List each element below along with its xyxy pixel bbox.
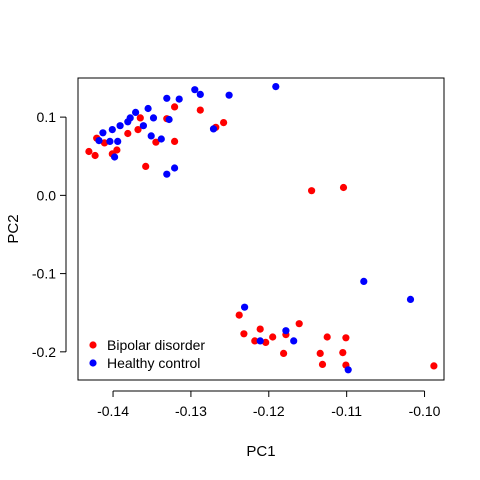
healthy-point-2 <box>106 137 114 145</box>
healthy-point-27 <box>282 327 290 335</box>
bipolar-point-29 <box>318 360 327 368</box>
healthy-point-1 <box>99 129 107 137</box>
healthy-point-12 <box>147 132 155 140</box>
healthy-point-9 <box>132 108 140 116</box>
bipolar-point-10 <box>152 138 160 146</box>
healthy-point-14 <box>157 135 165 143</box>
healthy-point-13 <box>149 114 158 122</box>
bipolar-point-16 <box>220 119 228 127</box>
bipolar-point-25 <box>280 349 288 357</box>
bipolar-point-14 <box>196 106 204 114</box>
y-tick-label: 0.1 <box>37 109 57 125</box>
bipolar-point-17 <box>308 187 316 195</box>
x-tick-label: -0.13 <box>175 403 207 419</box>
bipolar-point-31 <box>339 349 347 357</box>
healthy-point-4 <box>111 153 119 161</box>
healthy-point-18 <box>171 164 179 172</box>
bipolar-point-22 <box>256 325 264 333</box>
bipolar-point-6 <box>124 129 132 138</box>
healthy-point-10 <box>139 122 147 130</box>
healthy-point-24 <box>272 83 280 91</box>
healthy-point-3 <box>108 126 116 134</box>
bipolar-point-34 <box>430 362 438 370</box>
x-axis-title: PC1 <box>246 443 275 460</box>
bipolar-point-28 <box>316 349 324 357</box>
bipolar-point-7 <box>134 126 142 134</box>
legend-marker-bipolar <box>89 341 97 349</box>
bipolar-point-32 <box>342 334 350 342</box>
bipolar-point-8 <box>136 114 144 122</box>
healthy-point-30 <box>360 277 368 285</box>
x-tick-label: -0.14 <box>97 403 129 419</box>
legend-label-bipolar: Bipolar disorder <box>107 337 205 353</box>
healthy-point-15 <box>163 94 171 102</box>
healthy-point-31 <box>406 295 415 303</box>
healthy-point-21 <box>196 90 204 98</box>
healthy-point-22 <box>209 125 218 133</box>
legend-label-healthy: Healthy control <box>107 355 200 371</box>
healthy-point-23 <box>225 91 233 99</box>
healthy-point-11 <box>144 104 152 113</box>
legend-marker-healthy <box>89 359 97 367</box>
bipolar-point-13 <box>171 137 179 145</box>
bipolar-point-0 <box>85 147 93 156</box>
x-tick-label: -0.10 <box>409 403 441 419</box>
points-layer <box>85 83 438 374</box>
bipolar-point-9 <box>142 162 150 170</box>
healthy-point-8 <box>126 114 134 122</box>
y-tick-label: -0.2 <box>32 344 56 360</box>
bipolar-point-1 <box>91 151 99 160</box>
x-axis: -0.14 -0.13 -0.12 -0.11 -0.10 <box>97 390 441 419</box>
y-tick-label: 0.0 <box>37 187 57 203</box>
healthy-point-5 <box>114 137 122 145</box>
healthy-point-29 <box>344 366 352 374</box>
healthy-point-28 <box>290 337 298 345</box>
x-tick-label: -0.11 <box>331 403 362 419</box>
healthy-point-17 <box>165 115 173 124</box>
healthy-point-26 <box>256 337 264 345</box>
bipolar-point-27 <box>295 320 303 328</box>
y-axis-title: PC2 <box>5 214 22 243</box>
bipolar-point-21 <box>251 337 259 345</box>
bipolar-point-12 <box>171 103 179 111</box>
bipolar-point-5 <box>113 146 121 154</box>
healthy-point-0 <box>95 137 103 145</box>
x-tick-label: -0.12 <box>253 403 285 419</box>
bipolar-point-19 <box>235 311 243 319</box>
healthy-point-16 <box>163 170 171 178</box>
healthy-point-20 <box>191 86 199 94</box>
y-tick-label: -0.1 <box>32 266 56 282</box>
legend: Bipolar disorder Healthy control <box>89 337 205 371</box>
bipolar-point-3 <box>100 139 109 147</box>
bipolar-point-30 <box>323 333 331 341</box>
y-axis: -0.2 -0.1 0.0 0.1 <box>32 109 67 360</box>
bipolar-point-20 <box>240 330 248 338</box>
bipolar-point-18 <box>339 183 348 192</box>
bipolar-point-23 <box>262 338 270 346</box>
healthy-point-6 <box>116 122 124 130</box>
bipolar-point-24 <box>269 333 277 341</box>
healthy-point-25 <box>241 303 249 311</box>
plot-box <box>77 77 445 381</box>
healthy-point-19 <box>175 95 183 103</box>
